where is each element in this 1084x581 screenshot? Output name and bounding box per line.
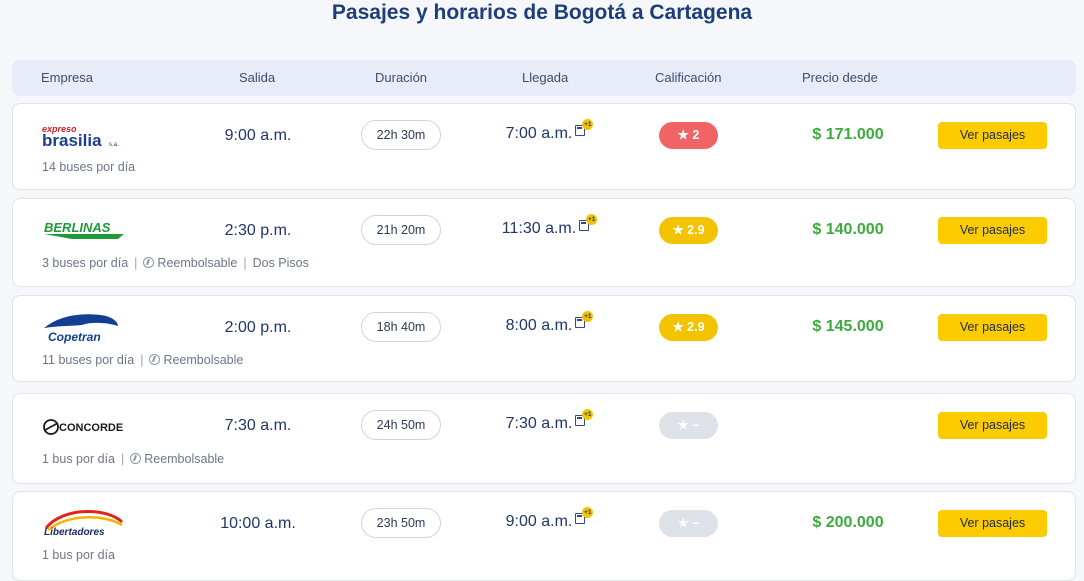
calendar-icon: +1 [575,409,594,426]
duration-pill: 24h 50m [361,410,441,440]
logo-berlinas-text: BERLINAS [44,220,111,235]
rating-badge: ★ 2.9 [659,217,718,244]
logo-copetran-text: Copetran [48,330,101,344]
column-departure: Salida [239,70,276,85]
logo-concorde-mark [43,419,59,435]
star-icon: ★ [677,516,689,530]
double-decker-tag: Dos Pisos [252,256,309,270]
view-tickets-button[interactable]: Ver pasajes [938,217,1047,244]
logo-brasilia-top: expreso [42,124,77,134]
company-logo-concorde: CONCORDE [42,416,142,446]
view-tickets-button[interactable]: Ver pasajes [938,510,1047,537]
logo-copetran-greyhound [44,314,118,328]
next-day-badge: +1 [582,119,594,130]
arrival-time: 11:30 a.m. +1 [501,214,598,237]
price-from: $ 145.000 [812,318,884,335]
rating-badge: ★ 2 [659,122,718,149]
logo-concorde-text: CONCORDE [59,422,123,434]
star-icon: ★ [677,128,689,142]
logo-berlinas-swoosh [44,234,124,239]
arrival-time: 7:00 a.m. +1 [505,119,594,142]
star-icon: ★ [677,418,689,432]
buses-per-day: 1 bus por día [42,452,115,466]
company-logo-brasilia: expreso brasilia s.a. [42,122,142,152]
refund-icon [130,453,142,464]
company-logo-libertadores: Libertadores [42,508,142,538]
arrival-time: 9:00 a.m. +1 [505,507,594,530]
duration-pill: 23h 50m [361,508,441,538]
column-duration: Duración [375,70,428,85]
column-rating: Calificación [655,70,722,85]
logo-libertadores-arc-yellow [47,516,123,531]
logo-brasilia-suffix: s.a. [109,142,119,148]
buses-per-day: 14 buses por día [42,160,136,174]
column-company: Empresa [41,70,94,85]
star-icon: ★ [672,223,684,237]
page-title: Pasajes y horarios de Bogotá a Cartagena [331,1,753,24]
trip-row-copetran[interactable]: Copetran 11 buses por día | Reembolsable… [12,295,1076,382]
refundable-tag: Reembolsable [149,353,243,367]
star-icon: ★ [672,320,684,334]
view-tickets-button[interactable]: Ver pasajes [938,314,1047,341]
trip-row-berlinas[interactable]: BERLINAS 3 buses por día | Reembolsable … [12,198,1076,287]
duration-pill: 22h 30m [361,120,441,150]
calendar-icon: +1 [575,507,594,524]
rating-badge: ★ 2.9 [659,314,718,341]
calendar-icon: +1 [575,311,594,328]
next-day-badge: +1 [586,214,598,225]
trip-row-concorde[interactable]: CONCORDE 1 bus por día | Reembolsable 7:… [12,393,1076,484]
rating-badge: ★ – [659,510,718,537]
departure-time: 2:00 p.m. [224,319,292,336]
trip-features: 1 bus por día | Reembolsable [42,452,225,466]
departure-time: 2:30 p.m. [224,222,292,239]
refund-icon [149,354,161,365]
refundable-tag: Reembolsable [143,256,237,270]
departure-time: 9:00 a.m. [224,127,292,144]
refund-icon [143,257,155,268]
column-arrival: Llegada [522,70,569,85]
view-tickets-button[interactable]: Ver pasajes [938,122,1047,149]
departure-time: 10:00 a.m. [220,515,296,532]
trip-features: 11 buses por día | Reembolsable [42,353,244,367]
buses-per-day: 11 buses por día [42,353,135,367]
duration-pill: 18h 40m [361,312,441,342]
buses-per-day: 3 buses por día [42,256,129,270]
price-from: $ 140.000 [812,221,884,238]
next-day-badge: +1 [582,507,594,518]
buses-per-day: 1 bus por día [42,548,115,562]
logo-brasilia-text: brasilia [42,131,102,150]
departure-time: 7:30 a.m. [224,417,292,434]
arrival-time: 7:30 a.m. +1 [505,409,594,432]
refundable-tag: Reembolsable [130,452,224,466]
duration-pill: 21h 20m [361,215,441,245]
rating-badge: ★ – [659,412,718,439]
price-from: $ 200.000 [812,514,884,531]
arrival-time: 8:00 a.m. +1 [505,311,594,334]
trip-row-brasilia[interactable]: expreso brasilia s.a. 14 buses por día 9… [12,103,1076,190]
trip-row-libertadores[interactable]: Libertadores 1 bus por día 10:00 a.m. 23… [12,491,1076,581]
column-price: Precio desde [802,70,878,85]
trip-features: 3 buses por día | Reembolsable | Dos Pis… [42,256,309,270]
calendar-icon: +1 [579,214,598,231]
next-day-badge: +1 [582,311,594,322]
table-header: Empresa Salida Duración Llegada Califica… [12,60,1076,96]
view-tickets-button[interactable]: Ver pasajes [938,412,1047,439]
next-day-badge: +1 [582,409,594,420]
logo-libertadores-arc-red [44,510,124,530]
company-logo-berlinas: BERLINAS [42,217,142,247]
logo-libertadores-text: Libertadores [44,527,105,538]
price-from: $ 171.000 [812,126,884,143]
calendar-icon: +1 [575,119,594,136]
company-logo-copetran: Copetran [42,310,142,344]
